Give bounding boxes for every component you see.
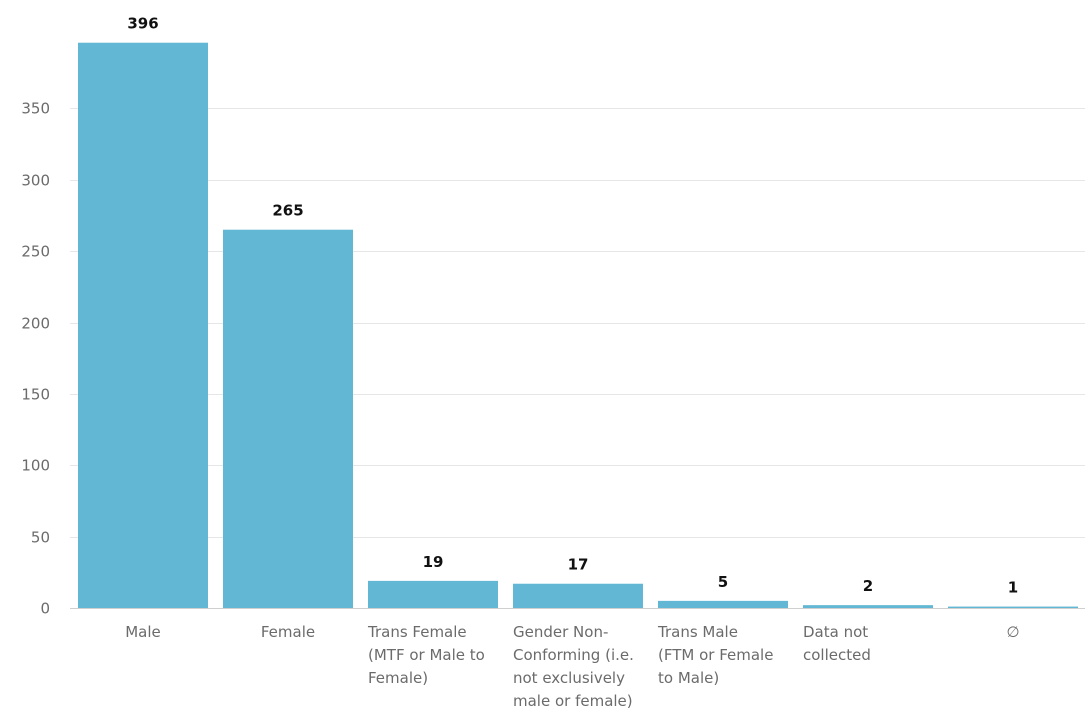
category-label: Male: [125, 623, 161, 641]
category-label: Female: [261, 623, 315, 641]
x-axis-categories: Male Female Trans Female (MTF or Male to Fem…: [125, 623, 1019, 710]
y-tick-label: 350: [21, 100, 50, 118]
data-label: 1: [1008, 579, 1018, 597]
y-tick-label: 200: [21, 315, 50, 333]
bar: [948, 606, 1078, 608]
data-label: 265: [272, 202, 303, 220]
bar: [513, 583, 643, 608]
gridlines: [70, 108, 1085, 609]
bar: [658, 600, 788, 608]
y-tick-label: 300: [21, 172, 50, 190]
category-label: Gender Non-Conforming (i.e. not exclusive…: [513, 623, 634, 710]
y-tick-label: 150: [21, 386, 50, 404]
bar: [223, 229, 353, 608]
y-tick-label: 250: [21, 243, 50, 261]
y-tick-label: 100: [21, 457, 50, 475]
data-label: 2: [863, 577, 873, 595]
category-label: Trans Female (MTF or Male to Female): [367, 623, 485, 687]
bar: [78, 42, 208, 608]
category-label: Trans Male (FTM or Female to Male): [657, 623, 773, 687]
category-label: Data not collected: [803, 623, 871, 664]
bar: [368, 580, 498, 608]
data-label: 5: [718, 573, 728, 591]
y-tick-label: 50: [31, 529, 50, 547]
data-label: 19: [423, 553, 444, 571]
bar: [803, 605, 933, 608]
y-tick-label: 0: [40, 600, 50, 618]
data-label: 396: [127, 15, 158, 33]
y-axis-ticks: 0 50 100 150 200 250 300 350: [21, 100, 50, 618]
data-labels: 396 265 19 17 5 2 1: [127, 15, 1018, 597]
category-label: ∅: [1006, 623, 1019, 641]
bars: [78, 42, 1078, 608]
data-label: 17: [568, 556, 589, 574]
